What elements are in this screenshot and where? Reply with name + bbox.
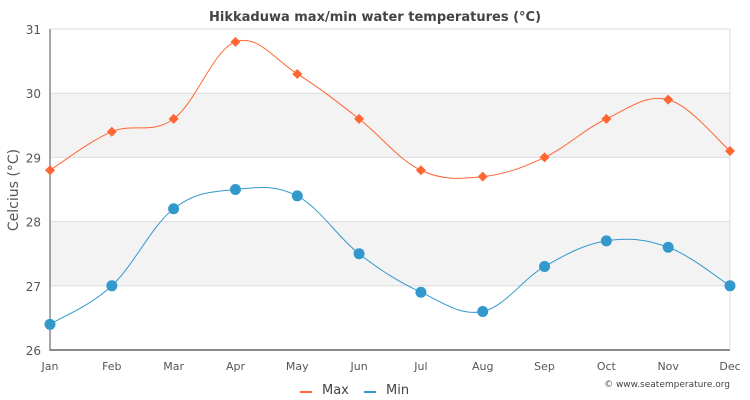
series-max — [45, 36, 735, 182]
series-group — [44, 36, 736, 330]
chart-title: Hikkaduwa max/min water temperatures (°C… — [209, 10, 541, 25]
data-point-max — [168, 113, 179, 124]
data-point-max — [539, 152, 550, 163]
data-point-min — [291, 190, 303, 202]
y-tick-label: 27 — [26, 280, 41, 294]
data-point-max — [230, 36, 241, 47]
data-point-max — [45, 165, 55, 176]
data-point-max — [477, 171, 488, 182]
data-point-min — [168, 203, 180, 215]
x-tick-label: Dec — [719, 360, 740, 373]
y-tick-label: 31 — [26, 23, 41, 37]
x-tick-label: Jan — [41, 360, 59, 373]
y-axis-ticks: 26 27 28 29 30 31 — [26, 23, 41, 358]
legend-item-max[interactable]: Max — [300, 383, 349, 398]
x-tick-label: Apr — [226, 360, 246, 373]
data-point-min — [106, 280, 118, 292]
data-point-max — [106, 126, 117, 137]
data-point-max — [725, 145, 735, 156]
data-point-min — [44, 318, 56, 330]
grid-bands — [50, 93, 730, 286]
legend-label: Max — [322, 383, 349, 398]
x-tick-label: Jul — [413, 360, 427, 373]
legend-label: Min — [386, 383, 409, 398]
y-tick-label: 26 — [26, 344, 41, 358]
y-axis-label: Celcius (°C) — [6, 149, 22, 231]
y-tick-label: 29 — [26, 151, 41, 165]
data-point-min — [724, 280, 736, 292]
x-tick-label: Feb — [102, 360, 121, 373]
credit-text: © www.seatemperature.org — [604, 380, 730, 390]
y-tick-label: 30 — [26, 87, 41, 101]
x-tick-label: Jun — [349, 360, 367, 373]
legend: Max Min — [300, 383, 409, 398]
data-point-min — [600, 235, 612, 247]
x-axis-ticks: Jan Feb Mar Apr May Jun Jul Aug Sep Oct Nov Dec — [41, 360, 741, 373]
data-point-max — [663, 94, 674, 105]
data-point-min — [539, 261, 551, 273]
x-tick-label: Sep — [534, 360, 555, 373]
data-point-min — [353, 248, 365, 260]
x-tick-label: May — [286, 360, 309, 373]
x-tick-label: Aug — [472, 360, 493, 373]
data-point-max — [415, 165, 426, 176]
data-point-min — [477, 305, 489, 317]
x-tick-label: Mar — [163, 360, 184, 373]
data-point-min — [662, 241, 674, 253]
grid-lines — [50, 28, 730, 351]
x-tick-label: Oct — [597, 360, 617, 373]
x-tick-label: Nov — [657, 360, 679, 373]
data-point-max — [354, 113, 365, 124]
data-point-max — [601, 113, 612, 124]
legend-item-min[interactable]: Min — [364, 383, 409, 398]
y-tick-label: 28 — [26, 216, 41, 230]
data-point-max — [292, 68, 303, 79]
series-min — [44, 184, 736, 330]
data-point-min — [415, 286, 427, 298]
grid-band — [50, 221, 730, 286]
data-point-min — [229, 184, 241, 195]
